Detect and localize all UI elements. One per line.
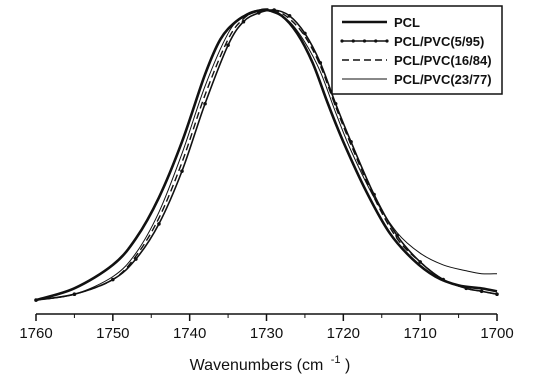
series-line-4 [35, 9, 498, 301]
x-axis-title-sup: -1 [331, 354, 341, 366]
legend-swatch-point [340, 39, 344, 43]
x-tick-label: 1730 [250, 325, 283, 342]
x-axis-title-main: Wavenumbers (cm [190, 357, 324, 374]
series-line-3 [35, 8, 498, 301]
plot-area [34, 8, 499, 302]
legend-swatch-point [351, 39, 355, 43]
legend-label: PCL [394, 15, 420, 30]
series-point-2 [287, 14, 292, 18]
x-tick-label: 1700 [480, 325, 513, 342]
series-point-2 [180, 169, 184, 173]
series-point-2 [495, 292, 499, 297]
legend-label: PCL/PVC(23/77) [394, 72, 492, 87]
x-tick-label: 1750 [96, 325, 129, 342]
series-point-2 [226, 43, 230, 47]
legend-label: PCL/PVC(16/84) [394, 53, 492, 68]
series-point-2 [441, 277, 446, 282]
legend-swatch-point [362, 39, 367, 43]
x-tick-label: 1740 [173, 325, 206, 342]
legend-swatch-point [385, 39, 389, 43]
series-point-2 [157, 222, 161, 226]
legend-swatch-point [374, 39, 378, 43]
x-tick-label: 1760 [19, 325, 52, 342]
legend-label: PCL/PVC(5/95) [394, 34, 484, 49]
x-tick-label: 1710 [403, 325, 436, 342]
series-point-2 [303, 31, 307, 36]
x-axis-title-close: ) [345, 357, 350, 374]
series-point-2 [318, 60, 323, 65]
series-point-2 [257, 11, 261, 15]
legend: PCL PCL/PVC(5/95) PCL/PVC(16/84) PCL/PVC(23… [331, 5, 503, 95]
x-axis-title: Wavenumbers (cm -1 ) [190, 350, 351, 374]
series-point-2 [241, 19, 246, 24]
series-point-2 [395, 233, 399, 238]
x-axis: 1760 1750 1740 1730 1720 1710 1700 [19, 313, 514, 342]
series-point-2 [203, 101, 207, 106]
x-tick-label: 1720 [327, 325, 360, 342]
